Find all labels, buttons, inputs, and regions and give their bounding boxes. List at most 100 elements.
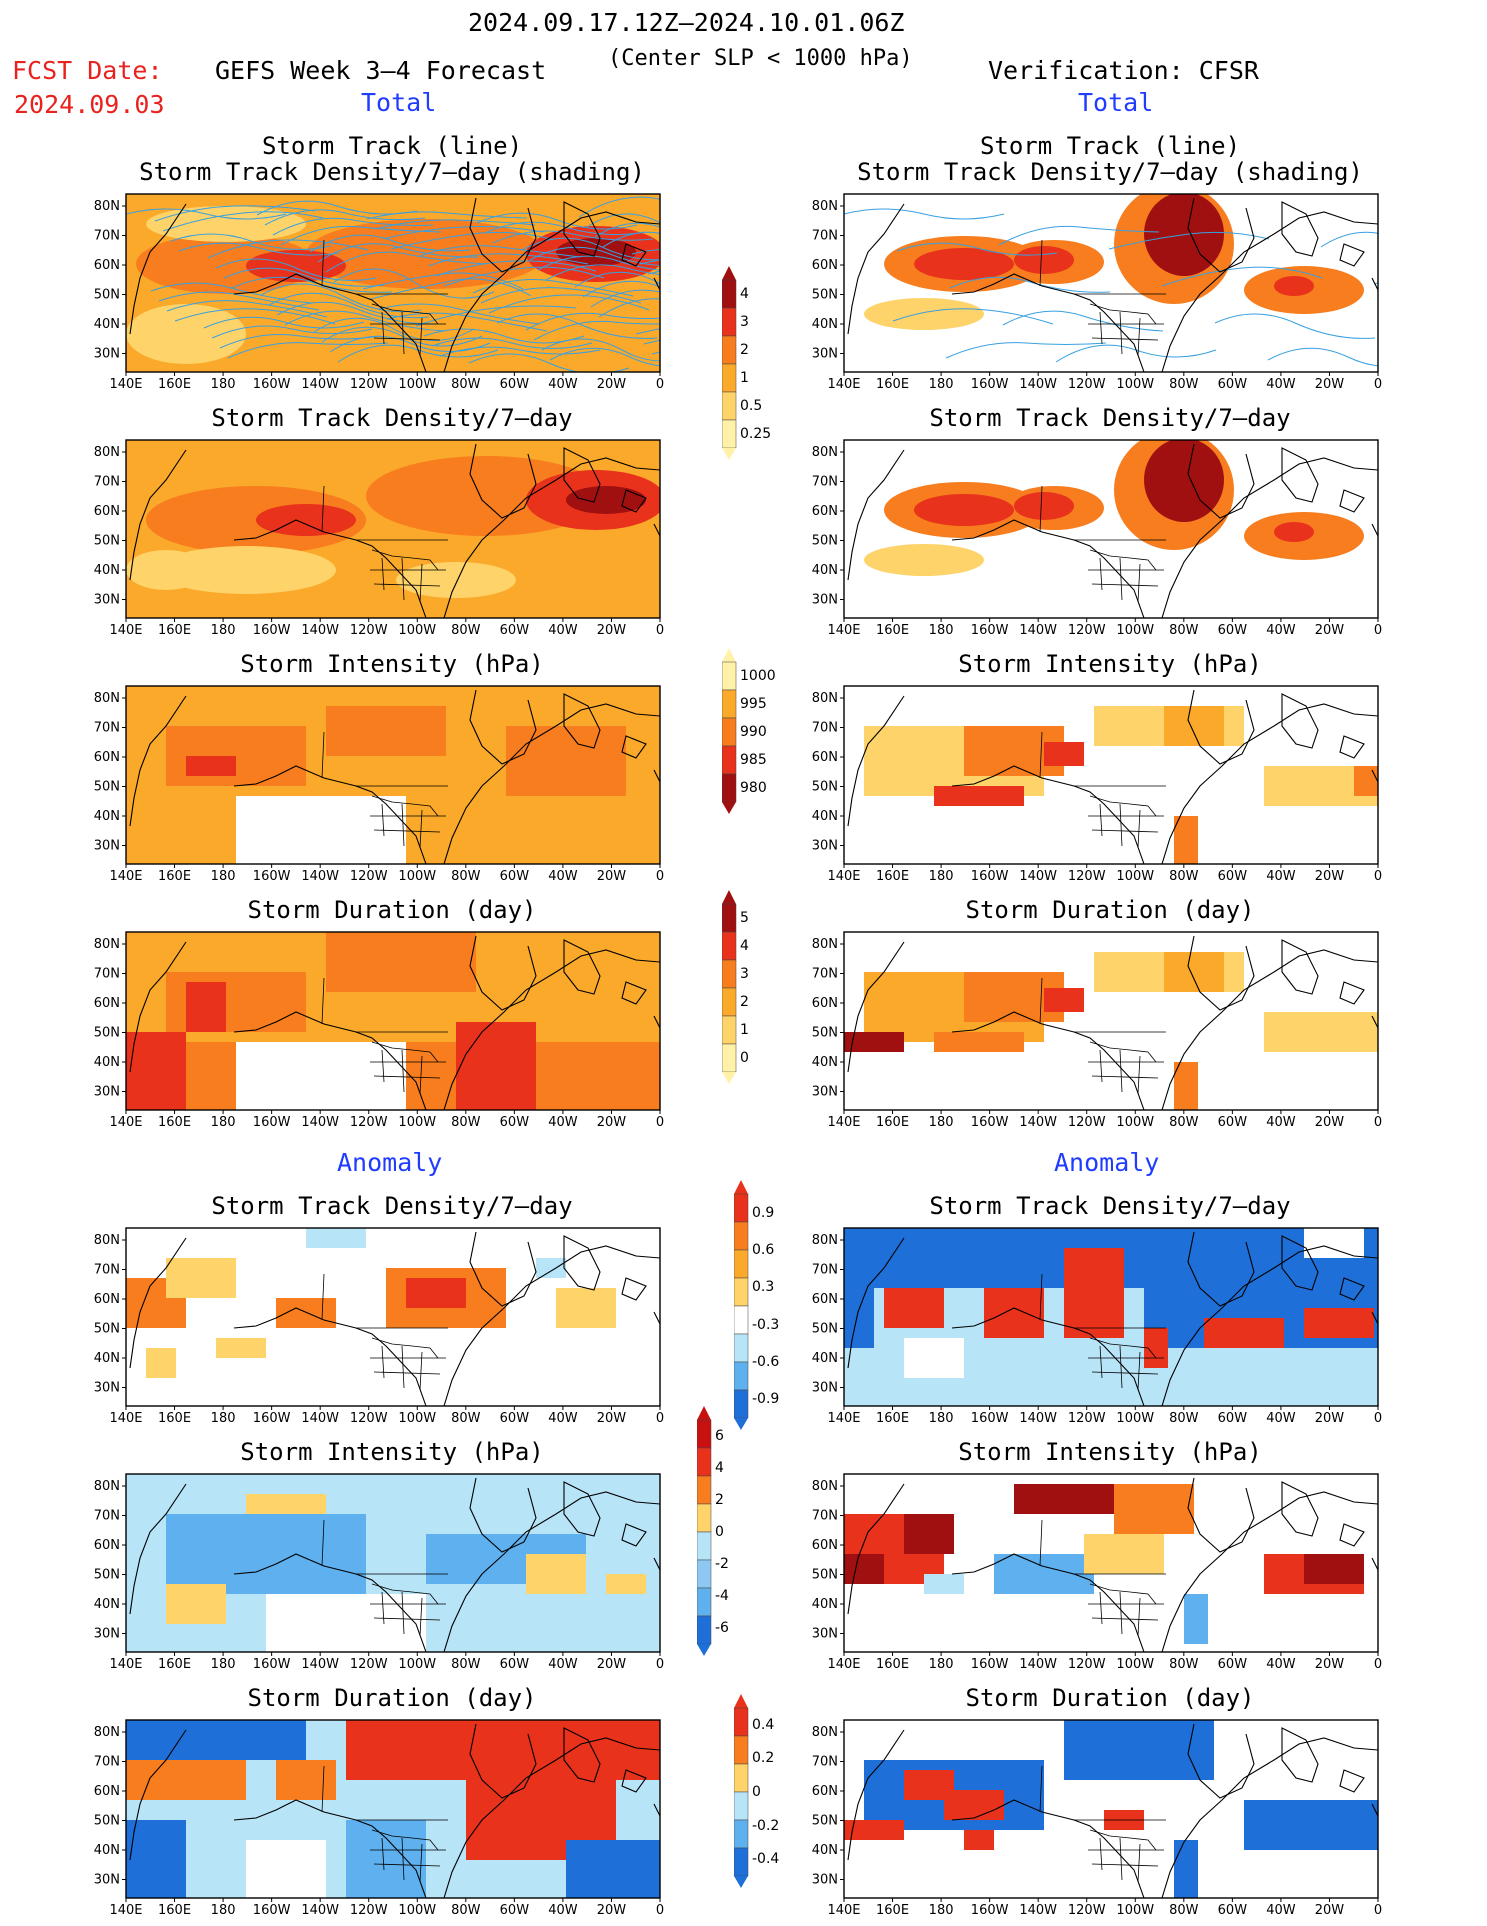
lon-label: 160E — [158, 1903, 191, 1918]
lon-label: 40W — [1266, 1657, 1296, 1672]
lon-label: 20W — [1315, 1657, 1345, 1672]
lat-label: 70N — [812, 475, 838, 490]
lat-label: 40N — [94, 1351, 120, 1366]
map-track-right: 80N 70N 60N 50N 40N 30N 140E 160E 180 160W 140W 120… — [798, 190, 1382, 400]
lon-label: 40W — [548, 869, 578, 884]
map-svg: 80N 70N 60N 50N 40N 30N 140E 160E 180 160W 140W 120… — [94, 1473, 664, 1672]
colorbar-duration-anom: 0.4 0.2 0 -0.2 -0.4 — [733, 1694, 794, 1892]
colorbar-label: 0 — [752, 1784, 761, 1800]
lat-label: 40N — [812, 317, 838, 332]
colorbar-label: 1 — [740, 1022, 749, 1038]
lon-label: 0 — [656, 1903, 664, 1918]
lon-label: 140W — [1019, 1115, 1057, 1130]
lat-label: 40N — [94, 563, 120, 578]
title-density-right: Storm Track Density/7–day — [929, 404, 1291, 432]
lon-label: 40W — [1266, 1115, 1296, 1130]
lat-label: 30N — [94, 347, 120, 362]
map-intensity-left: 80N 70N 60N 50N 40N 30N 140E 160E 180 160W 140W 120… — [80, 682, 664, 892]
lon-label: 140W — [301, 1115, 339, 1130]
colorbar-label: 2 — [740, 342, 749, 358]
title-intensity-right: Storm Intensity (hPa) — [958, 650, 1262, 678]
map-svg: 80N 70N 60N 50N 40N 30N 140E 160E 180 160W 140W 120… — [812, 1473, 1382, 1672]
map-intensity-anom-left: 80N 70N 60N 50N 40N 30N 140E 160E 180 160W 140W 120… — [80, 1470, 664, 1680]
lon-label: 140W — [1019, 1657, 1057, 1672]
lon-label: 60W — [1218, 1657, 1248, 1672]
map-svg: 80N 70N 60N 50N 40N 30N 140E 160E 180 160W 140W 120… — [812, 685, 1382, 884]
lon-label: 80W — [451, 1115, 481, 1130]
lon-label: 40W — [1266, 377, 1296, 392]
colorbar-svg — [696, 1406, 712, 1656]
lon-label: 120W — [350, 1903, 388, 1918]
lat-label: 80N — [94, 1725, 120, 1740]
colorbar-label: 4 — [715, 1460, 724, 1476]
lat-label: 40N — [94, 1055, 120, 1070]
colorbar-label: 4 — [740, 286, 749, 302]
lon-label: 0 — [656, 869, 664, 884]
lon-label: 40W — [548, 1115, 578, 1130]
lon-label: 160E — [876, 1411, 909, 1426]
lon-label: 120W — [1068, 1115, 1106, 1130]
lon-label: 160W — [253, 869, 291, 884]
fcst-label: FCST Date: — [12, 56, 163, 85]
lon-label: 160W — [971, 1657, 1009, 1672]
lat-label: 60N — [812, 1292, 838, 1307]
lat-label: 70N — [94, 229, 120, 244]
colorbar-label: 980 — [740, 780, 767, 796]
lon-label: 160W — [253, 377, 291, 392]
lon-label: 100W — [398, 869, 436, 884]
lon-label: 160E — [876, 1903, 909, 1918]
map-intensity-anom-right: 80N 70N 60N 50N 40N 30N 140E 160E 180 160W 140W 120… — [798, 1470, 1382, 1680]
lon-label: 180 — [211, 1411, 236, 1426]
lon-label: 160W — [971, 1411, 1009, 1426]
lon-label: 180 — [211, 869, 236, 884]
anomaly-label-right: Anomaly — [1054, 1148, 1160, 1177]
lon-label: 140E — [827, 623, 860, 638]
lon-label: 120W — [350, 1657, 388, 1672]
colorbar-label: 995 — [740, 696, 767, 712]
map-svg: 80N 70N 60N 50N 40N 30N 140E 160E 180 160W 140W 120… — [94, 439, 664, 638]
lat-label: 80N — [812, 1233, 838, 1248]
colorbar-label: 0 — [740, 1050, 749, 1066]
map-svg: 80N 70N 60N 50N 40N 30N 140E 160E 180 160W 140W 120… — [94, 931, 664, 1130]
lon-label: 140W — [301, 869, 339, 884]
title-track-shading-right: Storm Track Density/7–day (shading) — [857, 158, 1363, 186]
lon-label: 140W — [301, 377, 339, 392]
lat-label: 70N — [94, 967, 120, 982]
lat-label: 70N — [94, 1509, 120, 1524]
colorbar-density-anom: 0.9 0.6 0.3 -0.3 -0.6 -0.9 — [733, 1180, 794, 1434]
title-density-anom-right: Storm Track Density/7–day — [929, 1192, 1291, 1220]
lon-label: 160W — [253, 623, 291, 638]
title-track-line-right: Storm Track (line) — [979, 132, 1241, 160]
colorbar-label: 985 — [740, 752, 767, 768]
colorbar-label: 0.25 — [740, 426, 772, 442]
lon-label: 60W — [1218, 1115, 1248, 1130]
map-svg: 80N 70N 60N 50N 40N 30N 140E 160E 180 160W 140W 120… — [812, 193, 1382, 392]
colorbar-label: 0 — [715, 1524, 724, 1540]
lon-label: 80W — [1169, 869, 1199, 884]
lon-label: 20W — [597, 1411, 627, 1426]
lon-label: 60W — [500, 869, 530, 884]
lon-label: 0 — [1374, 623, 1382, 638]
lon-label: 100W — [1116, 1657, 1154, 1672]
lat-label: 40N — [812, 1055, 838, 1070]
colorbar-label: 0.9 — [752, 1204, 775, 1221]
lat-label: 30N — [94, 1085, 120, 1100]
lon-label: 160E — [876, 1115, 909, 1130]
map-density-anom-right: 80N 70N 60N 50N 40N 30N 140E 160E 180 160W 140W 120… — [798, 1224, 1382, 1434]
colorbar-label: 3 — [740, 314, 749, 330]
lon-label: 80W — [451, 623, 481, 638]
lon-label: 100W — [1116, 1411, 1154, 1426]
lon-label: 100W — [1116, 623, 1154, 638]
lon-label: 100W — [398, 1657, 436, 1672]
lat-label: 80N — [94, 445, 120, 460]
lon-label: 60W — [500, 1115, 530, 1130]
lon-label: 160E — [158, 623, 191, 638]
lon-label: 80W — [1169, 1657, 1199, 1672]
anomaly-label-left: Anomaly — [337, 1148, 443, 1177]
lon-label: 140W — [1019, 869, 1057, 884]
map-svg: 80N 70N 60N 50N 40N 30N 140E 160E 180 160W 140W 120… — [812, 931, 1382, 1130]
lon-label: 20W — [597, 869, 627, 884]
colorbar-intensity-anom: 6 4 2 0 -2 -4 -6 — [696, 1406, 757, 1660]
lon-label: 140W — [301, 1903, 339, 1918]
lon-label: 20W — [597, 623, 627, 638]
